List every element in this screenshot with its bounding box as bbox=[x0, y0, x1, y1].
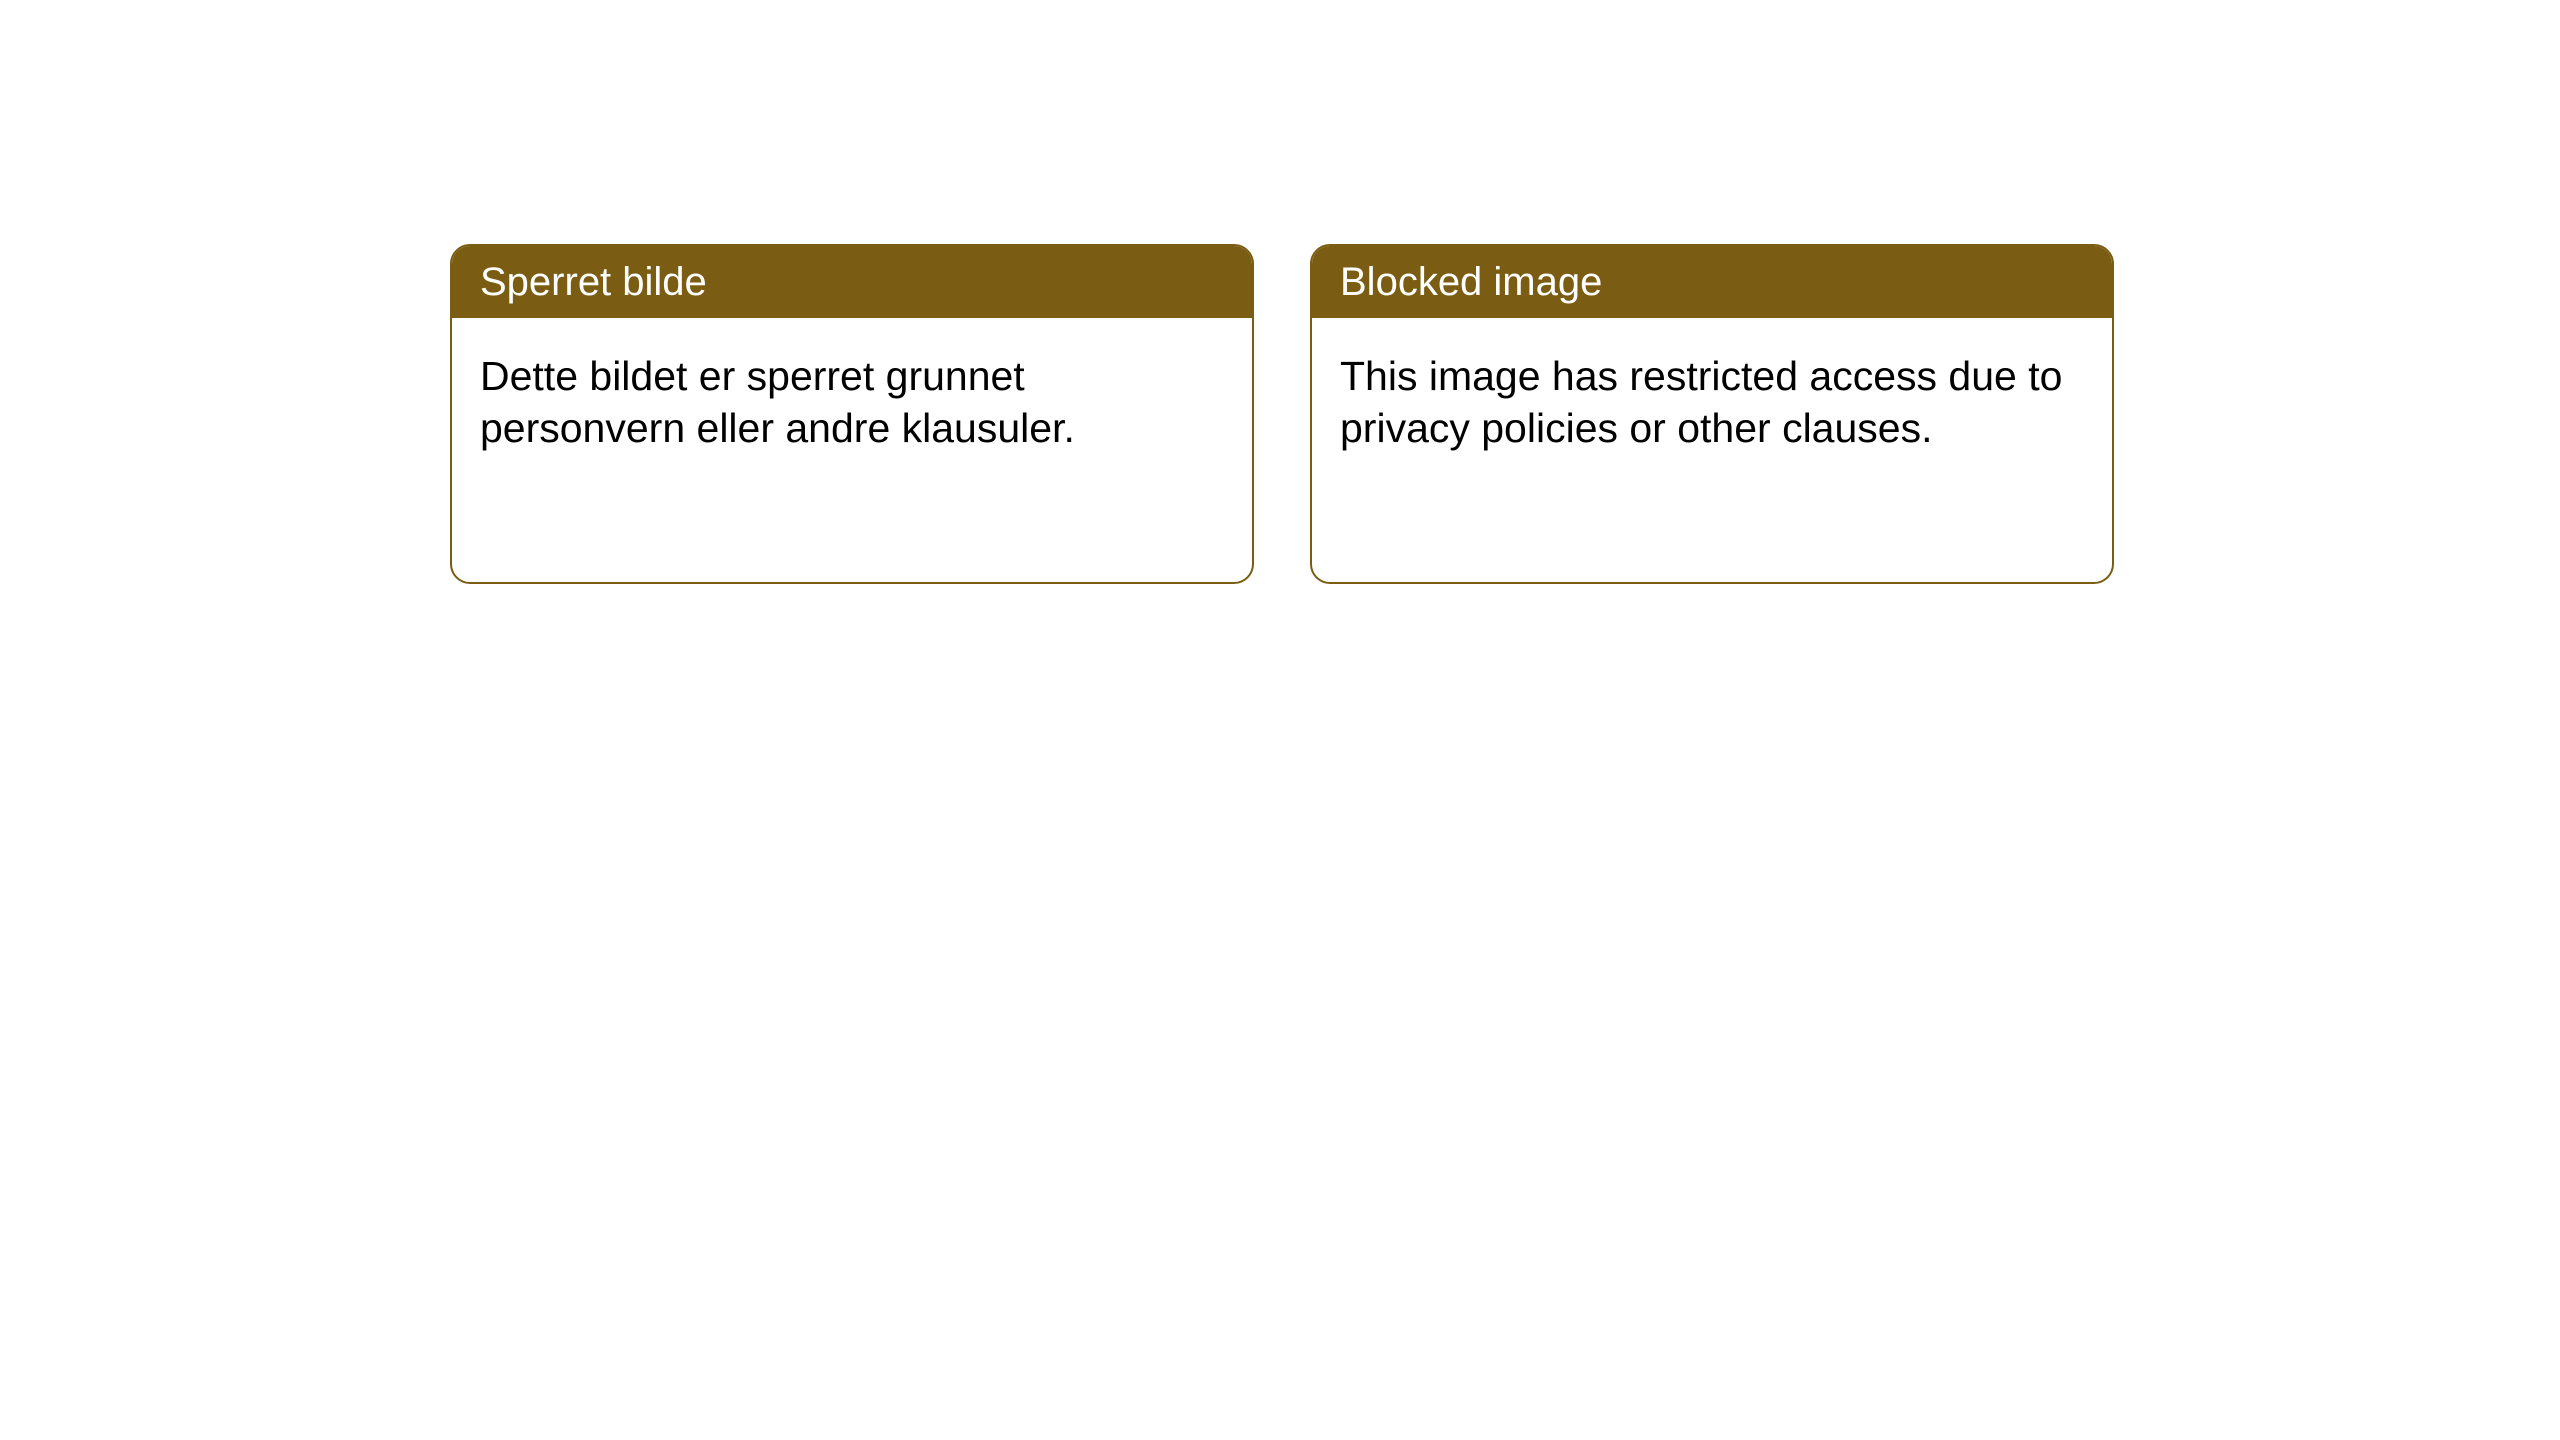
notice-card-body: This image has restricted access due to … bbox=[1312, 318, 2112, 487]
notice-card-header: Blocked image bbox=[1312, 246, 2112, 318]
notice-card-english: Blocked image This image has restricted … bbox=[1310, 244, 2114, 584]
notice-container: Sperret bilde Dette bildet er sperret gr… bbox=[450, 244, 2114, 584]
notice-card-norwegian: Sperret bilde Dette bildet er sperret gr… bbox=[450, 244, 1254, 584]
notice-card-header: Sperret bilde bbox=[452, 246, 1252, 318]
notice-card-body: Dette bildet er sperret grunnet personve… bbox=[452, 318, 1252, 487]
